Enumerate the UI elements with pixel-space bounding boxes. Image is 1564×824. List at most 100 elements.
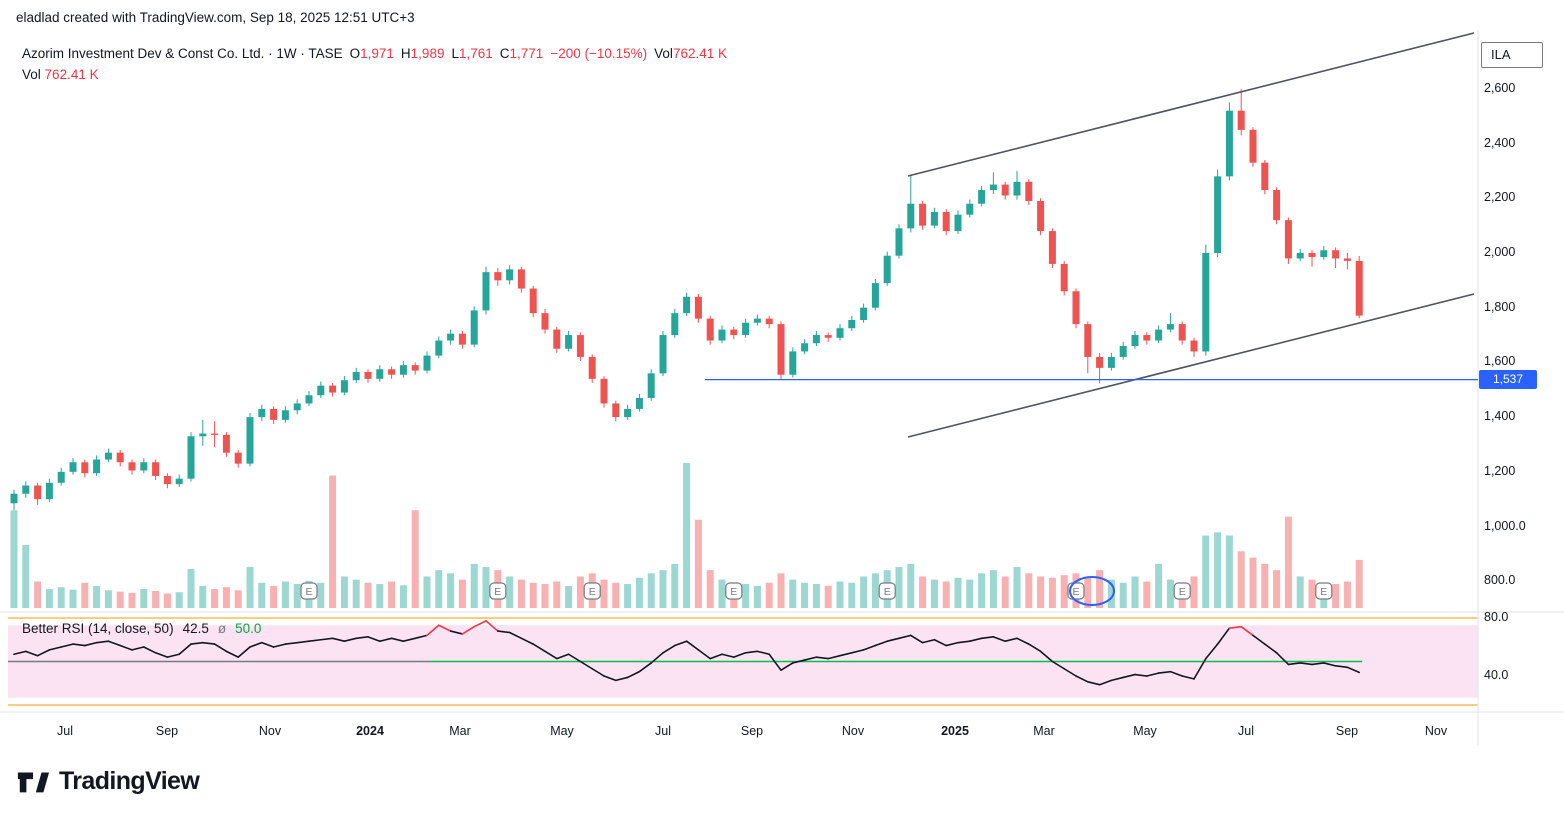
volume-bar	[1284, 516, 1292, 608]
price-axis-label: 1,800	[1484, 299, 1516, 314]
rsi-line-segment	[1122, 673, 1136, 679]
symbol-title[interactable]: Azorim Investment Dev & Const Co. Ltd. ·…	[22, 46, 343, 61]
volume-bar	[152, 590, 160, 608]
rsi-line-segment	[119, 644, 133, 651]
volume-bar	[22, 544, 30, 608]
volume-bar	[1166, 579, 1174, 608]
candle-body	[57, 471, 65, 483]
channel-top-trendline[interactable]	[907, 32, 1475, 177]
rsi-line-segment	[178, 643, 192, 656]
volume-bar	[1261, 563, 1269, 608]
earnings-badge[interactable]	[300, 582, 318, 600]
rsi-line-segment	[213, 643, 228, 653]
rsi-line-segment	[555, 653, 570, 660]
high-value: 1,989	[410, 46, 445, 61]
volume-bar	[340, 576, 348, 608]
candle-body	[93, 459, 101, 474]
volume-bar	[163, 593, 171, 608]
candle-body	[1308, 252, 1316, 258]
volume-bar	[1202, 535, 1210, 608]
candle-body	[222, 434, 230, 453]
rsi-line-segment	[414, 634, 428, 640]
earnings-badge[interactable]	[1067, 582, 1085, 600]
volume-bar	[376, 584, 384, 608]
volume-bar	[246, 567, 254, 608]
rsi-title[interactable]: Better RSI (14, close, 50)	[22, 621, 174, 636]
rsi-line-segment	[1334, 665, 1349, 669]
rsi-line-segment	[567, 653, 582, 663]
volume-bar	[317, 582, 325, 608]
time-axis-month-label: Jul	[655, 724, 671, 738]
volume-bar	[1048, 577, 1056, 608]
volume-bar	[293, 584, 301, 608]
channel-bottom-trendline[interactable]	[907, 293, 1475, 438]
earnings-badge[interactable]	[1315, 582, 1333, 600]
volume-bar	[871, 573, 879, 608]
candle-body	[104, 452, 112, 460]
volume-bar	[541, 584, 549, 608]
rsi-line-segment	[1169, 670, 1183, 677]
candle-body	[1237, 110, 1245, 130]
volume-bar	[659, 570, 667, 608]
volume-bar	[1001, 576, 1009, 608]
volume-bar	[1308, 579, 1316, 608]
volume-bar	[34, 581, 42, 608]
time-axis-month-label: Nov	[258, 724, 282, 738]
candle-body	[69, 462, 77, 472]
volume-bar	[860, 576, 868, 608]
rsi-line-segment	[850, 649, 865, 654]
rsi-line-segment	[390, 637, 405, 643]
rsi-line-segment	[1075, 675, 1089, 683]
earnings-highlight-circle[interactable]	[1069, 576, 1115, 606]
volume-row-label: Vol	[22, 67, 41, 82]
currency-badge: ILA	[1481, 42, 1543, 68]
time-axis-month-label: Mar	[1033, 724, 1055, 738]
tradingview-logo[interactable]: TradingView	[16, 767, 200, 796]
volume-bar	[1037, 576, 1045, 608]
volume-bar	[600, 579, 608, 608]
volume-bar	[128, 592, 136, 608]
time-axis-month-label: Jul	[57, 724, 73, 738]
rsi-line-segment	[827, 654, 841, 660]
volume-bar	[1190, 576, 1198, 608]
candle-body	[246, 417, 254, 464]
volume-bar	[824, 585, 832, 608]
earnings-badge[interactable]	[725, 582, 743, 600]
rsi-average-symbol: ø	[217, 621, 227, 636]
candle-body	[989, 184, 997, 191]
candle-body	[966, 203, 974, 215]
volume-bar	[211, 589, 219, 608]
volume-bar	[199, 585, 207, 608]
candle-body	[588, 356, 596, 379]
candle-body	[1072, 291, 1080, 325]
rsi-axis-label: 80.0	[1484, 610, 1509, 624]
rsi-line-segment	[355, 636, 369, 640]
volume-bar	[612, 582, 620, 608]
volume-indicator-legend[interactable]: Vol 762.41 K	[22, 67, 99, 82]
candle-body	[1273, 190, 1281, 221]
time-axis-month-label: Nov	[841, 724, 865, 738]
candle-body	[624, 408, 632, 418]
rsi-line-segment	[437, 624, 452, 632]
rsi-indicator-legend[interactable]: Better RSI (14, close, 50) 42.5 ø 50.0	[22, 621, 261, 636]
chart-legend[interactable]: Azorim Investment Dev & Const Co. Ltd. ·…	[22, 46, 727, 61]
earnings-badge[interactable]	[489, 582, 507, 600]
volume-bar	[435, 570, 443, 608]
rsi-line-segment	[638, 662, 653, 673]
candle-body	[1155, 329, 1163, 341]
volume-bar	[529, 582, 537, 608]
rsi-line-segment	[591, 667, 605, 677]
candle-body	[1096, 356, 1104, 368]
earnings-badge[interactable]	[1173, 582, 1191, 600]
volume-bar	[1084, 576, 1092, 608]
earnings-badge[interactable]	[583, 582, 601, 600]
time-axis-year-label: 2024	[356, 724, 384, 738]
earnings-badge[interactable]	[878, 582, 896, 600]
candle-body	[860, 307, 868, 320]
time-axis-month-label: Sep	[1335, 724, 1359, 738]
rsi-line-segment	[1087, 680, 1101, 686]
volume-bar	[458, 579, 466, 608]
rsi-line-segment	[1157, 670, 1172, 674]
price-line-label[interactable]: 1,537	[1479, 370, 1537, 390]
